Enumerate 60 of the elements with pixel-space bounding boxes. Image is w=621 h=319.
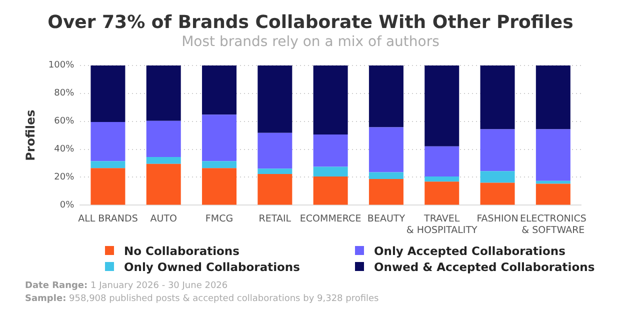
bar [424,176,460,182]
text: Sample: 958,908 published posts & accepted collaborations by 9,328 profiles [25,293,380,306]
chart-title: Over 73% of Brands Collaborate With Other Profiles [46,12,574,34]
bar [368,65,404,128]
x-tick-label: TRAVEL & HOSPITALITY [406,213,478,236]
bar [368,127,404,172]
bar [90,65,126,122]
bar [146,65,181,121]
y-tick-label: 40% [54,144,75,155]
y-tick-label: 0% [60,200,75,211]
legend-label: Onwed & Accepted Collaborations [373,260,596,274]
bar [480,129,515,172]
bar [90,168,126,205]
bar [536,65,570,130]
x-tick-label: ECOMMERCE [300,213,362,224]
bar [536,129,570,181]
bar [424,146,460,177]
bar [313,176,348,205]
legend-label: No Collaborations [123,244,240,258]
legend-label: Only Owned Collaborations [123,260,301,274]
y-tick-label: 20% [54,172,75,183]
bar [480,65,515,130]
bar [368,179,404,205]
bar [202,65,237,115]
bar [313,65,348,134]
bar [424,65,460,146]
bar [313,134,348,167]
text: Date Range: 1 January 2026 - 30 June 2026 [25,280,229,293]
bar [313,166,348,177]
bar [202,161,237,168]
chart-subtitle: Most brands rely on a mix of authors [180,34,440,52]
legend-label: Only Accepted Collaborations [373,244,566,258]
x-tick-label: FMCG [205,213,234,224]
bar [146,120,181,157]
bar [258,132,292,169]
x-tick-label: FASHION [476,213,518,224]
bar [90,161,126,168]
x-tick-label: ALL BRANDS [78,213,138,224]
bar [480,182,515,205]
x-tick-label: ELECTRONICS & SOFTWARE [520,213,586,236]
y-tick-label: 60% [54,116,75,127]
bar [202,168,237,205]
y-axis-title: Profiles [23,110,38,161]
bar [480,171,515,183]
bar [536,180,570,184]
bar [90,122,126,162]
bar [202,114,237,162]
y-tick-label: 100% [48,60,75,71]
bar [368,172,404,180]
bar [258,65,292,133]
x-tick-label: BEAUTY [367,213,406,224]
bar [146,156,181,164]
bar [146,164,181,205]
x-tick-label: RETAIL [258,213,292,224]
bar [258,168,292,174]
bar [536,184,570,205]
x-tick-label: AUTO [150,213,177,224]
bar [424,182,460,205]
y-tick-label: 80% [54,88,75,99]
bar [258,174,292,205]
